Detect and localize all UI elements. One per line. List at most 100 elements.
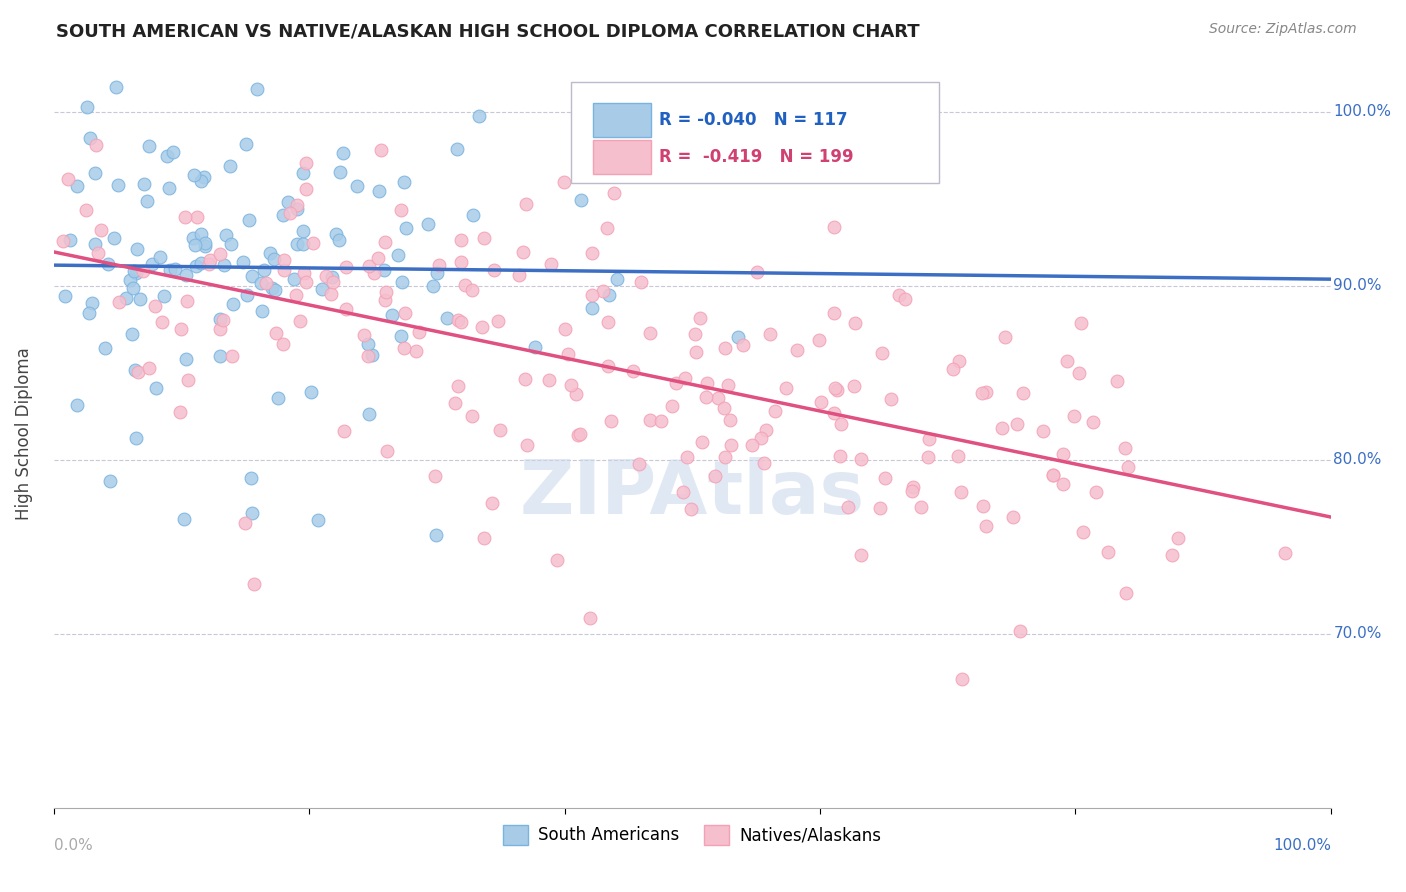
Point [425, 527, 447, 541]
Point [759, 327, 782, 342]
Point [901, 480, 924, 494]
Point [138, 138, 160, 153]
Point [689, 310, 711, 325]
Point [321, 270, 343, 285]
Point [271, 208, 294, 222]
Point [974, 519, 997, 533]
Point [650, 414, 672, 428]
Point [917, 450, 939, 464]
Text: 100.0%: 100.0% [1272, 838, 1331, 853]
Point [90, 223, 112, 237]
Point [581, 246, 603, 260]
Point [394, 305, 416, 319]
Point [823, 406, 845, 420]
Point [122, 264, 145, 278]
Point [993, 329, 1015, 343]
Point [235, 136, 257, 151]
Point [132, 264, 155, 278]
Text: 80.0%: 80.0% [1333, 452, 1382, 467]
Point [53, 289, 76, 303]
Point [186, 210, 208, 224]
Point [134, 177, 156, 191]
Point [685, 344, 707, 359]
Point [361, 347, 384, 361]
Point [553, 175, 575, 189]
Point [232, 255, 254, 269]
Text: 100.0%: 100.0% [1333, 104, 1392, 120]
Point [1167, 531, 1189, 545]
Point [311, 282, 333, 296]
Point [374, 293, 396, 307]
Point [302, 235, 325, 250]
Point [209, 349, 232, 363]
Point [335, 260, 357, 274]
Point [418, 217, 440, 231]
FancyBboxPatch shape [571, 82, 939, 183]
Point [97, 257, 120, 271]
Point [974, 385, 997, 400]
Text: ZIPAtlas: ZIPAtlas [520, 457, 865, 530]
Point [763, 404, 786, 418]
Point [405, 344, 427, 359]
Point [209, 311, 232, 326]
Point [681, 501, 703, 516]
Point [1056, 353, 1078, 368]
Point [823, 306, 845, 320]
Point [122, 281, 145, 295]
Text: 70.0%: 70.0% [1333, 626, 1382, 641]
Point [156, 149, 179, 163]
Point [174, 352, 197, 367]
Point [184, 238, 207, 252]
Point [176, 294, 198, 309]
Point [299, 385, 322, 400]
Point [443, 396, 465, 410]
Point [713, 401, 735, 416]
Point [918, 432, 941, 446]
Point [598, 359, 620, 374]
Point [571, 194, 593, 208]
Point [481, 496, 503, 510]
Point [173, 512, 195, 526]
Text: R =  -0.419   N = 199: R = -0.419 N = 199 [659, 148, 853, 166]
Point [389, 202, 412, 217]
Point [181, 230, 204, 244]
Point [212, 313, 235, 327]
Point [600, 414, 623, 428]
Point [436, 310, 458, 325]
Point [565, 386, 588, 401]
Point [1042, 467, 1064, 482]
Point [1042, 468, 1064, 483]
Point [277, 194, 299, 209]
Point [665, 376, 688, 390]
Point [66, 398, 89, 412]
Point [66, 179, 89, 194]
Point [606, 272, 628, 286]
Point [292, 236, 315, 251]
Point [627, 457, 650, 471]
Point [121, 327, 143, 342]
Point [221, 349, 243, 363]
Point [135, 194, 157, 208]
Point [209, 246, 232, 260]
Point [368, 184, 391, 198]
Point [446, 142, 468, 156]
Point [357, 349, 380, 363]
Point [567, 427, 589, 442]
Point [83, 236, 105, 251]
Point [149, 250, 172, 264]
Point [468, 109, 491, 123]
Point [273, 263, 295, 277]
Legend: South Americans, Natives/Alaskans: South Americans, Natives/Alaskans [496, 818, 889, 852]
Point [461, 283, 484, 297]
Point [537, 373, 560, 387]
Point [278, 206, 301, 220]
Point [823, 219, 845, 234]
Point [129, 292, 152, 306]
Point [889, 288, 911, 302]
Point [214, 227, 236, 242]
Point [471, 319, 494, 334]
Point [243, 577, 266, 591]
Point [329, 165, 352, 179]
Point [598, 288, 620, 302]
Point [554, 322, 576, 336]
